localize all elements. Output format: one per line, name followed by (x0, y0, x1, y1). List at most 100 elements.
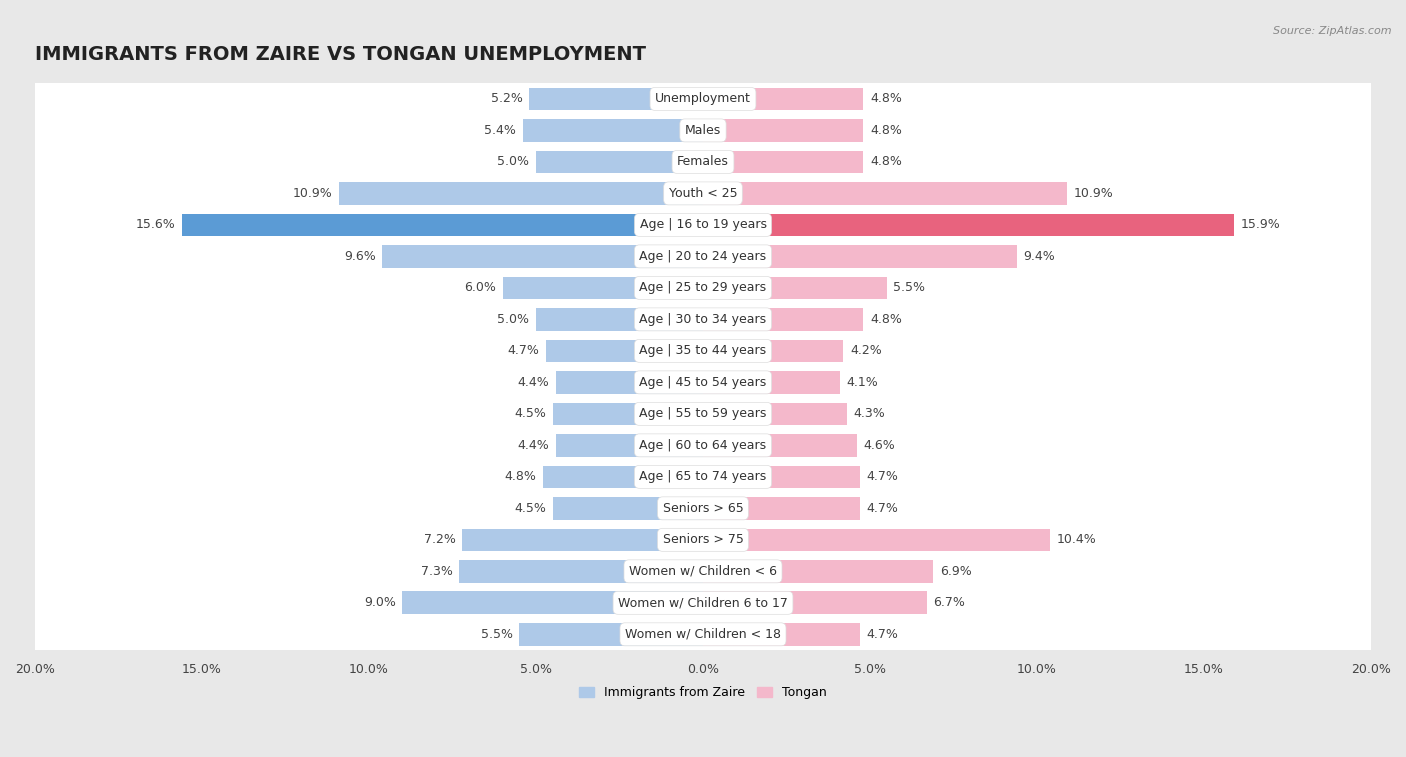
Text: 4.8%: 4.8% (870, 124, 901, 137)
Bar (35, 618, 1371, 650)
Bar (703, 623, 860, 646)
Bar (703, 276, 887, 299)
Bar (181, 213, 703, 236)
Text: Unemployment: Unemployment (655, 92, 751, 105)
Text: Males: Males (685, 124, 721, 137)
Bar (35, 366, 1371, 398)
Bar (339, 182, 703, 204)
Bar (703, 560, 934, 583)
Text: 5.2%: 5.2% (491, 92, 523, 105)
Bar (703, 119, 863, 142)
Bar (703, 88, 863, 111)
Text: 15.9%: 15.9% (1240, 219, 1281, 232)
Text: 7.3%: 7.3% (420, 565, 453, 578)
Text: 4.3%: 4.3% (853, 407, 884, 420)
Bar (703, 151, 863, 173)
Bar (502, 276, 703, 299)
Text: 10.9%: 10.9% (1074, 187, 1114, 200)
Bar (382, 245, 703, 268)
Text: 4.6%: 4.6% (863, 439, 896, 452)
Text: 5.0%: 5.0% (498, 313, 529, 326)
Text: Women w/ Children < 6: Women w/ Children < 6 (628, 565, 778, 578)
Bar (35, 556, 1371, 587)
Text: 4.8%: 4.8% (870, 92, 901, 105)
Text: 10.9%: 10.9% (292, 187, 332, 200)
Bar (463, 528, 703, 551)
Text: 4.7%: 4.7% (866, 502, 898, 515)
Text: Age | 25 to 29 years: Age | 25 to 29 years (640, 282, 766, 294)
Bar (35, 114, 1371, 146)
Bar (703, 403, 846, 425)
Bar (519, 623, 703, 646)
Text: 7.2%: 7.2% (425, 534, 456, 547)
Bar (35, 461, 1371, 493)
Bar (703, 528, 1050, 551)
Bar (703, 497, 860, 520)
Legend: Immigrants from Zaire, Tongan: Immigrants from Zaire, Tongan (574, 681, 832, 704)
Text: 6.7%: 6.7% (934, 597, 966, 609)
Text: Women w/ Children 6 to 17: Women w/ Children 6 to 17 (619, 597, 787, 609)
Text: Age | 35 to 44 years: Age | 35 to 44 years (640, 344, 766, 357)
Bar (523, 119, 703, 142)
Bar (553, 403, 703, 425)
Text: Age | 45 to 54 years: Age | 45 to 54 years (640, 376, 766, 389)
Text: 4.7%: 4.7% (508, 344, 540, 357)
Bar (703, 466, 860, 488)
Text: Age | 60 to 64 years: Age | 60 to 64 years (640, 439, 766, 452)
Bar (35, 430, 1371, 461)
Text: 6.0%: 6.0% (464, 282, 496, 294)
Bar (703, 308, 863, 331)
Text: 5.5%: 5.5% (893, 282, 925, 294)
Text: Females: Females (678, 155, 728, 168)
Text: 4.8%: 4.8% (870, 313, 901, 326)
Text: IMMIGRANTS FROM ZAIRE VS TONGAN UNEMPLOYMENT: IMMIGRANTS FROM ZAIRE VS TONGAN UNEMPLOY… (35, 45, 645, 64)
Bar (402, 591, 703, 614)
Bar (703, 371, 839, 394)
Text: 4.5%: 4.5% (515, 502, 546, 515)
Bar (536, 151, 703, 173)
Bar (703, 245, 1017, 268)
Text: 6.9%: 6.9% (941, 565, 972, 578)
Bar (553, 497, 703, 520)
Text: 9.4%: 9.4% (1024, 250, 1056, 263)
Text: 4.7%: 4.7% (866, 470, 898, 484)
Text: 4.2%: 4.2% (851, 344, 882, 357)
Bar (546, 340, 703, 362)
Bar (35, 493, 1371, 524)
Text: 4.7%: 4.7% (866, 628, 898, 641)
Bar (703, 591, 927, 614)
Bar (35, 335, 1371, 366)
Bar (703, 340, 844, 362)
Bar (703, 213, 1234, 236)
Text: 9.0%: 9.0% (364, 597, 395, 609)
Bar (35, 178, 1371, 209)
Text: 10.4%: 10.4% (1057, 534, 1097, 547)
Bar (536, 308, 703, 331)
Text: 4.4%: 4.4% (517, 439, 550, 452)
Text: 4.1%: 4.1% (846, 376, 879, 389)
Bar (460, 560, 703, 583)
Text: 4.4%: 4.4% (517, 376, 550, 389)
Text: Seniors > 75: Seniors > 75 (662, 534, 744, 547)
Bar (35, 209, 1371, 241)
Text: Age | 16 to 19 years: Age | 16 to 19 years (640, 219, 766, 232)
Bar (35, 146, 1371, 178)
Text: Age | 55 to 59 years: Age | 55 to 59 years (640, 407, 766, 420)
Text: 4.8%: 4.8% (505, 470, 536, 484)
Text: 9.6%: 9.6% (344, 250, 375, 263)
Text: 5.0%: 5.0% (498, 155, 529, 168)
Text: 15.6%: 15.6% (135, 219, 176, 232)
Bar (703, 434, 856, 456)
Text: Source: ZipAtlas.com: Source: ZipAtlas.com (1274, 26, 1392, 36)
Text: Women w/ Children < 18: Women w/ Children < 18 (626, 628, 780, 641)
Bar (529, 88, 703, 111)
Bar (35, 587, 1371, 618)
Text: 4.8%: 4.8% (870, 155, 901, 168)
Text: Age | 65 to 74 years: Age | 65 to 74 years (640, 470, 766, 484)
Bar (35, 304, 1371, 335)
Bar (703, 182, 1067, 204)
Text: 5.4%: 5.4% (484, 124, 516, 137)
Text: Youth < 25: Youth < 25 (669, 187, 737, 200)
Bar (555, 371, 703, 394)
Bar (35, 398, 1371, 430)
